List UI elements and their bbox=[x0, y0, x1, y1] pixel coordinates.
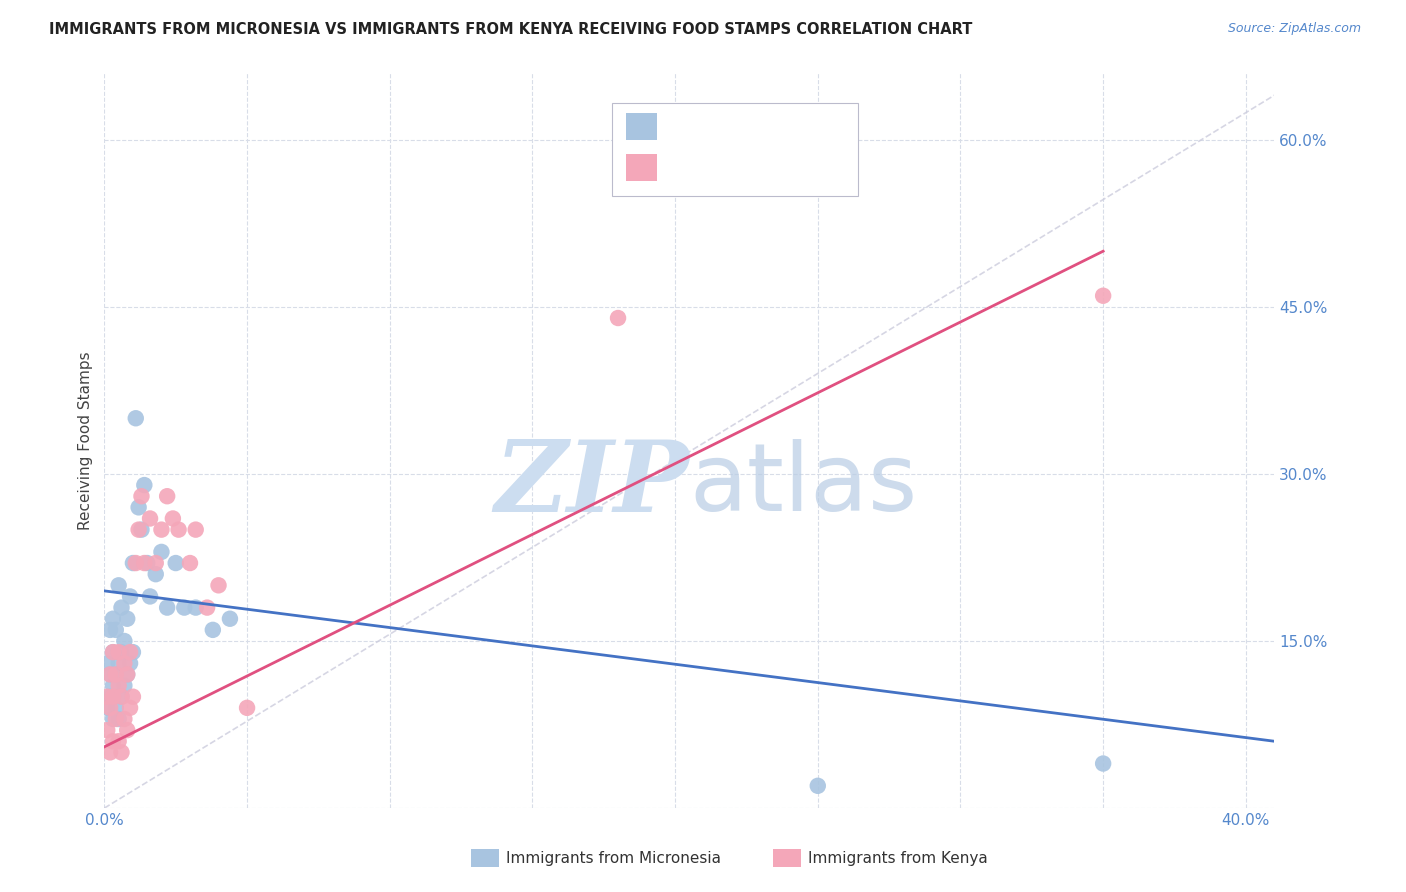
Point bbox=[110, 745, 132, 759]
Point bbox=[104, 701, 127, 715]
Point bbox=[131, 489, 153, 503]
Point bbox=[112, 679, 135, 693]
Point bbox=[131, 523, 153, 537]
Point bbox=[201, 623, 224, 637]
Text: atlas: atlas bbox=[689, 439, 918, 531]
Point bbox=[128, 500, 150, 515]
Point bbox=[101, 734, 124, 748]
Point bbox=[195, 600, 218, 615]
Point bbox=[134, 556, 156, 570]
Point bbox=[98, 701, 121, 715]
Point bbox=[96, 690, 118, 704]
Point bbox=[122, 556, 145, 570]
Point bbox=[1092, 289, 1115, 303]
Y-axis label: Receiving Food Stamps: Receiving Food Stamps bbox=[79, 351, 93, 530]
Text: IMMIGRANTS FROM MICRONESIA VS IMMIGRANTS FROM KENYA RECEIVING FOOD STAMPS CORREL: IMMIGRANTS FROM MICRONESIA VS IMMIGRANTS… bbox=[49, 22, 973, 37]
Point bbox=[156, 600, 179, 615]
Point bbox=[807, 779, 830, 793]
Point bbox=[110, 690, 132, 704]
Text: R =  0.683: R = 0.683 bbox=[668, 157, 768, 175]
Point bbox=[98, 667, 121, 681]
Point bbox=[219, 612, 242, 626]
Text: N = 42: N = 42 bbox=[773, 116, 834, 134]
Point bbox=[101, 690, 124, 704]
Point bbox=[1092, 756, 1115, 771]
Point bbox=[165, 556, 187, 570]
Text: R = -0.264: R = -0.264 bbox=[668, 116, 768, 134]
Point bbox=[110, 690, 132, 704]
Point bbox=[107, 734, 129, 748]
Point bbox=[112, 712, 135, 726]
Point bbox=[96, 657, 118, 671]
Point bbox=[104, 712, 127, 726]
Point bbox=[184, 600, 207, 615]
Point bbox=[104, 667, 127, 681]
Point bbox=[136, 556, 159, 570]
Point bbox=[162, 511, 184, 525]
Point bbox=[120, 657, 142, 671]
Point bbox=[145, 567, 167, 582]
Point bbox=[122, 645, 145, 659]
Point bbox=[110, 645, 132, 659]
Point bbox=[112, 634, 135, 648]
Point bbox=[101, 679, 124, 693]
Point bbox=[101, 612, 124, 626]
Point bbox=[125, 411, 148, 425]
Text: Immigrants from Micronesia: Immigrants from Micronesia bbox=[506, 851, 721, 865]
Point bbox=[115, 612, 138, 626]
Point bbox=[115, 723, 138, 738]
Point bbox=[207, 578, 229, 592]
Point bbox=[134, 478, 156, 492]
Point bbox=[150, 523, 173, 537]
Text: Immigrants from Kenya: Immigrants from Kenya bbox=[808, 851, 988, 865]
Point bbox=[607, 311, 630, 326]
Point bbox=[139, 511, 162, 525]
Point bbox=[112, 657, 135, 671]
Point bbox=[101, 645, 124, 659]
Point bbox=[107, 657, 129, 671]
Point bbox=[98, 690, 121, 704]
Point bbox=[107, 712, 129, 726]
Point bbox=[98, 667, 121, 681]
Point bbox=[156, 489, 179, 503]
Point bbox=[167, 523, 190, 537]
Point bbox=[173, 600, 195, 615]
Point bbox=[107, 679, 129, 693]
Point bbox=[120, 701, 142, 715]
Point bbox=[110, 600, 132, 615]
Point bbox=[184, 523, 207, 537]
Point bbox=[104, 667, 127, 681]
Point bbox=[122, 690, 145, 704]
Point bbox=[96, 723, 118, 738]
Point bbox=[98, 745, 121, 759]
Point bbox=[139, 590, 162, 604]
Point bbox=[98, 623, 121, 637]
Text: N = 39: N = 39 bbox=[773, 157, 834, 175]
Point bbox=[125, 556, 148, 570]
Point bbox=[101, 712, 124, 726]
Point bbox=[236, 701, 259, 715]
Point bbox=[107, 645, 129, 659]
Point bbox=[107, 578, 129, 592]
Point bbox=[120, 590, 142, 604]
Point bbox=[115, 667, 138, 681]
Point bbox=[96, 701, 118, 715]
Point bbox=[120, 645, 142, 659]
Text: Source: ZipAtlas.com: Source: ZipAtlas.com bbox=[1227, 22, 1361, 36]
Point bbox=[150, 545, 173, 559]
Point bbox=[145, 556, 167, 570]
Text: ZIP: ZIP bbox=[495, 436, 689, 533]
Point bbox=[104, 623, 127, 637]
Point bbox=[128, 523, 150, 537]
Point bbox=[101, 645, 124, 659]
Point bbox=[115, 667, 138, 681]
Point bbox=[179, 556, 201, 570]
